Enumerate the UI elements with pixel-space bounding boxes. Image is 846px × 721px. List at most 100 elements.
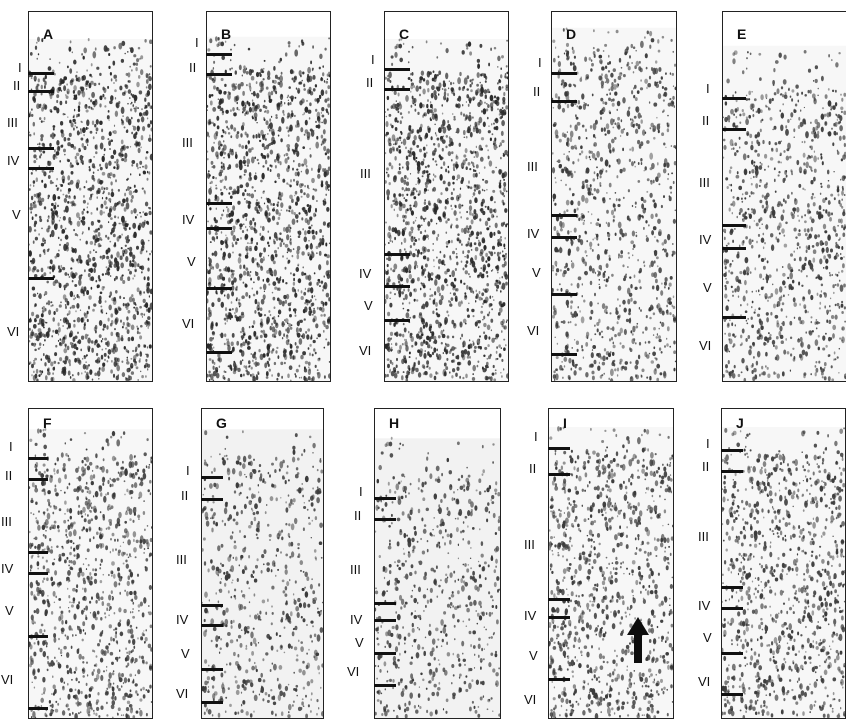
layer-label-iv: IV — [524, 608, 537, 623]
panel-e: E — [722, 11, 846, 382]
layer-label-iv: IV — [1, 561, 14, 576]
layer-label-iv: IV — [699, 232, 712, 247]
tissue-texture — [202, 409, 323, 718]
layer-label-iii: III — [7, 115, 18, 130]
layer-boundary-marker — [551, 353, 577, 356]
layer-boundary-marker — [28, 478, 48, 481]
layer-label-iii: III — [698, 529, 709, 544]
layer-boundary-marker — [384, 253, 410, 256]
layer-label-vi: VI — [698, 674, 711, 689]
layer-boundary-marker — [28, 72, 54, 75]
panel-letter: A — [43, 26, 54, 42]
layer-label-iv: IV — [176, 612, 189, 627]
panel-letter: J — [736, 415, 744, 431]
tissue-texture — [375, 409, 500, 718]
panel-letter: H — [389, 415, 400, 431]
layer-boundary-marker — [548, 616, 570, 619]
layer-boundary-marker — [551, 236, 577, 239]
panel-letter: G — [216, 415, 227, 431]
panel-letter: E — [737, 26, 747, 42]
layer-boundary-marker — [28, 90, 54, 93]
layer-boundary-marker — [374, 602, 396, 605]
tissue-texture — [722, 409, 845, 718]
layer-boundary-marker — [374, 619, 396, 622]
layer-label-vi: VI — [359, 343, 372, 358]
layer-label-vi: VI — [527, 323, 540, 338]
layer-boundary-marker — [201, 668, 223, 671]
layer-label-ii: II — [5, 468, 13, 483]
layer-label-iii: III — [350, 562, 361, 577]
layer-boundary-marker — [201, 476, 223, 479]
layer-boundary-marker — [721, 607, 743, 610]
panel-g: G — [201, 408, 324, 719]
layer-label-ii: II — [189, 60, 197, 75]
layer-boundary-marker — [548, 473, 570, 476]
layer-boundary-marker — [206, 73, 232, 76]
layer-label-ii: II — [702, 459, 710, 474]
layer-label-i: I — [359, 484, 363, 499]
layer-boundary-marker — [28, 572, 48, 575]
layer-boundary-marker — [721, 586, 743, 589]
layer-boundary-marker — [548, 447, 570, 450]
layer-label-iv: IV — [350, 612, 363, 627]
layer-boundary-marker — [201, 498, 223, 501]
layer-label-ii: II — [529, 461, 537, 476]
layer-label-i: I — [538, 55, 542, 70]
layer-label-vi: VI — [7, 324, 20, 339]
layer-boundary-marker — [384, 319, 410, 322]
layer-boundary-marker — [384, 88, 410, 91]
layer-label-iv: IV — [359, 266, 372, 281]
layer-boundary-marker — [384, 68, 410, 71]
layer-boundary-marker — [551, 100, 577, 103]
layer-boundary-marker — [551, 293, 577, 296]
layer-boundary-marker — [206, 202, 232, 205]
layer-label-v: V — [703, 630, 712, 645]
tissue-texture — [552, 12, 676, 381]
layer-boundary-marker — [721, 693, 743, 696]
layer-label-ii: II — [13, 78, 21, 93]
panel-d: D — [551, 11, 677, 382]
layer-boundary-marker — [384, 285, 410, 288]
panel-h: H — [374, 408, 501, 719]
layer-label-v: V — [355, 635, 364, 650]
layer-label-vi: VI — [176, 686, 189, 701]
layer-label-ii: II — [366, 75, 374, 90]
layer-label-ii: II — [354, 508, 362, 523]
layer-label-iii: III — [527, 159, 538, 174]
layer-label-i: I — [9, 439, 13, 454]
layer-label-i: I — [195, 35, 199, 50]
layer-boundary-marker — [28, 167, 54, 170]
layer-boundary-marker — [206, 53, 232, 56]
layer-label-i: I — [371, 52, 375, 67]
tissue-texture — [723, 12, 846, 381]
layer-label-i: I — [706, 81, 710, 96]
layer-label-v: V — [364, 298, 373, 313]
layer-boundary-marker — [548, 678, 570, 681]
layer-boundary-marker — [722, 247, 746, 250]
layer-label-i: I — [534, 429, 538, 444]
layer-label-vi: VI — [182, 316, 195, 331]
layer-label-i: I — [186, 463, 190, 478]
layer-boundary-marker — [721, 449, 743, 452]
layer-label-vi: VI — [347, 664, 360, 679]
layer-label-iv: IV — [182, 212, 195, 227]
panel-i: I — [548, 408, 674, 719]
layer-boundary-marker — [28, 707, 48, 710]
layer-boundary-marker — [206, 287, 232, 290]
layer-label-iv: IV — [7, 153, 20, 168]
tissue-texture — [207, 12, 330, 381]
panel-letter: F — [43, 415, 52, 431]
layer-label-v: V — [703, 280, 712, 295]
layer-boundary-marker — [374, 518, 396, 521]
layer-boundary-marker — [722, 224, 746, 227]
layer-boundary-marker — [721, 652, 743, 655]
layer-boundary-marker — [722, 128, 746, 131]
layer-label-iv: IV — [698, 598, 711, 613]
layer-boundary-marker — [374, 497, 396, 500]
layer-label-i: I — [18, 60, 22, 75]
layer-boundary-marker — [201, 604, 223, 607]
panel-letter: B — [221, 26, 232, 42]
layer-label-v: V — [5, 603, 14, 618]
layer-label-vi: VI — [699, 338, 712, 353]
layer-label-iii: III — [699, 175, 710, 190]
